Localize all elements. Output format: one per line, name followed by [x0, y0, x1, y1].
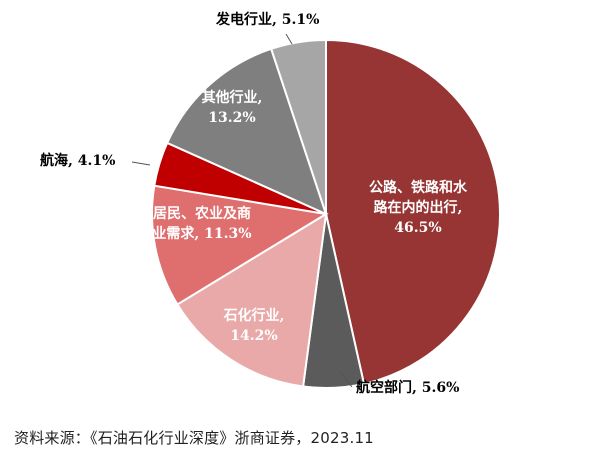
- slice-label-4: 航海, 4.1%: [40, 152, 115, 169]
- pie-slice-2: [175, 212, 328, 388]
- slice-label-2: 石化行业, 14.2%: [223, 307, 285, 344]
- pie-slices: [151, 38, 501, 389]
- slice-labels: 公路、铁路和水路在内的出行, 46.5% 航空部门, 5.6% 石化行业, 14.2% 居…: [40, 11, 468, 396]
- slice-label-5: 其他行业, 13.2%: [202, 89, 263, 126]
- pie-slice-0: [325, 38, 501, 386]
- slice-label-6: 发电行业, 5.1%: [215, 11, 319, 28]
- source-note: 资料来源：《石油石化行业深度》浙商证券，2023.11: [14, 429, 374, 447]
- pie-slice-6: [269, 38, 327, 215]
- leader-line-6: [285, 33, 293, 45]
- slice-label-1: 航空部门, 5.6%: [356, 379, 459, 396]
- slice-label-0: 公路、铁路和水路在内的出行, 46.5%: [369, 179, 468, 236]
- leader-line-1: [339, 371, 353, 388]
- pie-slice-5: [165, 47, 328, 216]
- pie-slice-3: [151, 184, 329, 306]
- leader-lines: [131, 33, 353, 388]
- leader-line-4: [131, 161, 151, 166]
- pie-chart: 公路、铁路和水路在内的出行, 46.5% 航空部门, 5.6% 石化行业, 14.2% 居…: [40, 11, 501, 396]
- slice-label-3: 居民、农业及商业需求, 11.3%: [152, 205, 251, 242]
